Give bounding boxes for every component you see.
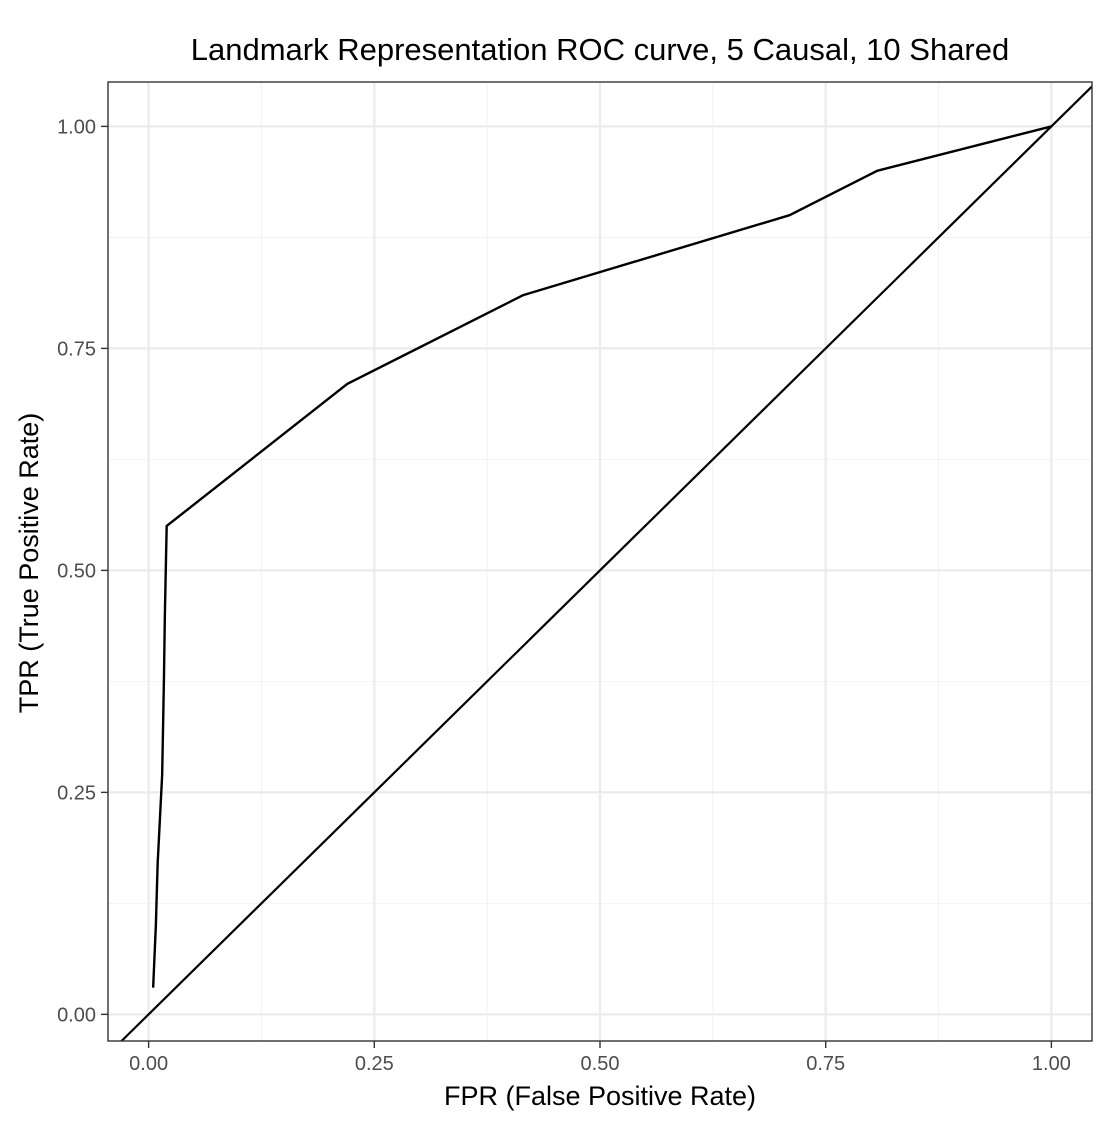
reference-diagonal: [119, 85, 1092, 1041]
x-tick-label: 0.25: [355, 1053, 394, 1075]
y-axis-title: TPR (True Positive Rate): [14, 413, 44, 714]
chart-title: Landmark Representation ROC curve, 5 Cau…: [191, 32, 1010, 67]
diagonal-line: [119, 85, 1092, 1041]
y-axis: 0.00 0.25 0.50 0.75 1.00: [57, 116, 108, 1026]
x-axis: 0.00 0.25 0.50 0.75 1.00: [129, 1041, 1071, 1075]
x-tick-label: 0.00: [129, 1053, 168, 1075]
grid-lines: [108, 82, 1092, 1041]
x-tick-label: 0.50: [581, 1053, 620, 1075]
y-tick-label: 1.00: [57, 116, 96, 138]
y-tick-label: 0.75: [57, 338, 96, 360]
x-tick-label: 1.00: [1032, 1053, 1071, 1075]
roc-curve-line: [151, 125, 1052, 988]
roc-series: [151, 125, 1052, 988]
y-tick-label: 0.50: [57, 560, 96, 582]
y-tick-label: 0.25: [57, 782, 96, 804]
y-tick-label: 0.00: [57, 1004, 96, 1026]
x-tick-label: 0.75: [806, 1053, 845, 1075]
x-axis-title: FPR (False Positive Rate): [444, 1081, 756, 1111]
